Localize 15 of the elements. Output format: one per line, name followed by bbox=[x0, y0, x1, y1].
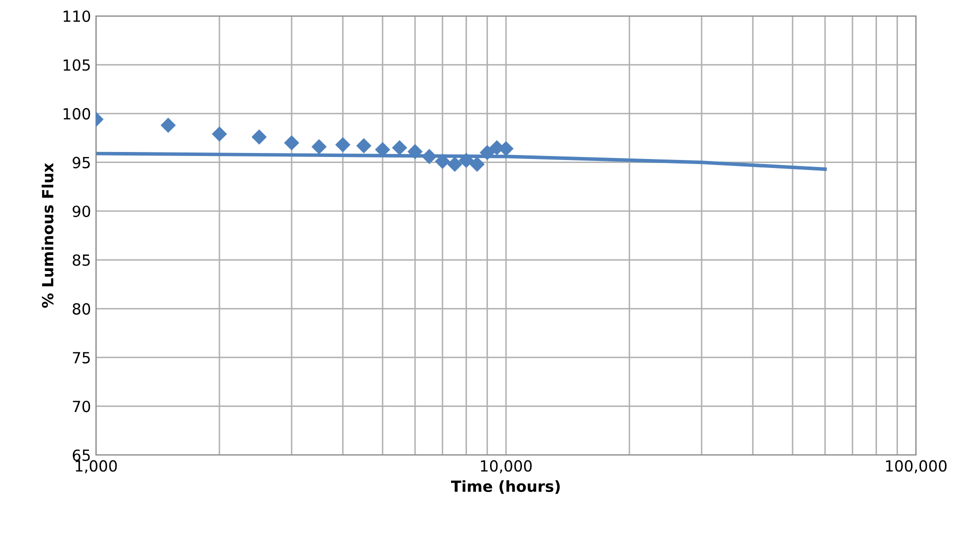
x-axis-title: Time (hours) bbox=[451, 480, 560, 494]
y-tick-label: 85 bbox=[72, 254, 90, 266]
y-tick-label: 90 bbox=[72, 206, 90, 218]
y-tick-label: 95 bbox=[72, 156, 90, 168]
x-tick-label: 10,000 bbox=[480, 460, 532, 474]
y-tick-label: 105 bbox=[64, 59, 90, 71]
y-tick-label: 65 bbox=[72, 449, 90, 462]
y-tick-label: 100 bbox=[64, 108, 90, 120]
y-tick-label: 110 bbox=[64, 10, 90, 22]
x-tick-label: 100,000 bbox=[886, 460, 947, 474]
y-axis-title: % Luminous Flux bbox=[42, 163, 54, 308]
y-tick-label: 80 bbox=[72, 303, 90, 315]
y-tick-label: 70 bbox=[72, 400, 90, 412]
x-tick-label: 1,000 bbox=[76, 460, 117, 474]
y-tick-label: 75 bbox=[72, 352, 90, 364]
